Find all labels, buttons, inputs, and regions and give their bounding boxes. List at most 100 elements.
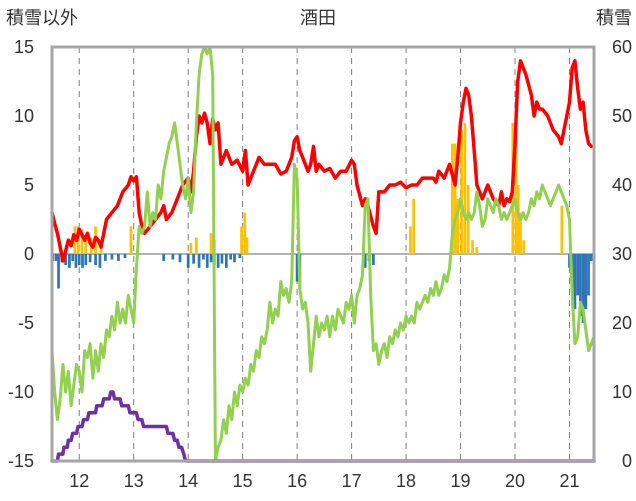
blue_bars-bar — [84, 254, 88, 266]
blue_bars-bar — [573, 254, 577, 310]
temperature-line — [50, 59, 594, 263]
blue_bars-bar — [117, 254, 120, 261]
blue_bars-bar — [57, 254, 60, 289]
blue_bars-bar — [220, 254, 224, 264]
orange_bars-bar — [80, 229, 84, 254]
blue_bars-bar — [162, 254, 166, 261]
orange_bars-bar — [516, 185, 520, 254]
right-tick-label: 30 — [612, 244, 632, 264]
x-tick-label: 21 — [559, 471, 579, 491]
blue_bars-bar — [71, 254, 75, 261]
right-tick-label: 20 — [612, 313, 632, 333]
right-tick-label: 0 — [622, 451, 632, 471]
orange_bars-bar — [453, 143, 457, 254]
left-tick-labels: 15 10 5 0 -5 -10 -15 — [8, 37, 34, 471]
x-tick-label: 18 — [396, 471, 416, 491]
orange_bars-bar — [243, 212, 247, 254]
blue_bars-bar — [216, 254, 220, 268]
blue_bars-bar — [579, 254, 582, 317]
orange_bars-bar — [412, 198, 416, 254]
blue_bars-bar — [197, 254, 201, 268]
left-tick-label: -5 — [18, 313, 34, 333]
right-tick-label: 10 — [612, 382, 632, 402]
right-tick-label: 60 — [612, 37, 632, 57]
left-tick-label: -15 — [8, 451, 34, 471]
x-tick-labels: 12 13 14 15 16 17 18 19 20 21 — [69, 471, 579, 491]
blue_bars-bar — [123, 254, 127, 259]
blue_bars-bar — [54, 254, 58, 261]
orange_bars-bar — [451, 143, 454, 254]
blue_bars-bar — [110, 254, 114, 260]
orange_bars-bar — [463, 122, 467, 255]
blue_bars-bar — [178, 254, 182, 263]
x-tick-label: 19 — [451, 471, 471, 491]
blue_bars-bar — [587, 254, 590, 296]
orange_bars-bar — [194, 237, 198, 254]
plot-frame — [50, 45, 596, 463]
blue_bars-bar — [372, 254, 375, 266]
orange_bars-bar — [189, 242, 193, 254]
blue_bars-bar — [171, 254, 175, 260]
blue_bars-bar — [202, 254, 205, 260]
left-tick-label: 10 — [14, 106, 34, 126]
blue_bars-bar — [68, 254, 71, 268]
blue_bars-bar — [224, 254, 228, 268]
plot-border — [50, 45, 596, 463]
orange_bars-bar — [522, 240, 526, 254]
blue_bars-bar — [94, 254, 97, 266]
blue_bars-bar — [64, 254, 67, 266]
blue_bars-bar — [584, 254, 588, 310]
blue_bars-bar — [88, 254, 92, 263]
orange_bars-bar — [560, 205, 564, 254]
right-tick-label: 40 — [612, 175, 632, 195]
orange_bars-bar — [471, 240, 474, 254]
orange_bars-bar — [245, 237, 249, 254]
chart-title: 酒田 — [300, 8, 336, 29]
x-tick-label: 17 — [342, 471, 362, 491]
orange_bars-bar — [475, 247, 479, 254]
orange_bars-bar — [460, 129, 463, 254]
blue_bars-bar — [229, 254, 233, 260]
orange_bars-bar — [84, 240, 88, 254]
blue_bars-bar — [98, 254, 102, 268]
blue_bars-bar — [233, 254, 236, 263]
blue_bars-bar — [581, 254, 585, 323]
x-tick-label: 20 — [505, 471, 525, 491]
x-tick-label: 16 — [287, 471, 307, 491]
blue_bars-bar — [209, 254, 213, 263]
blue_bars-bar — [104, 254, 107, 261]
orange_bars-bar — [209, 233, 213, 254]
left-tick-label: -10 — [8, 382, 34, 402]
orange_bars-bar — [456, 198, 460, 254]
blue_bars-bar — [74, 254, 78, 268]
orange_bars-bar — [409, 226, 412, 254]
left-tick-label: 0 — [24, 244, 34, 264]
x-tick-label: 15 — [233, 471, 253, 491]
blue_bars-bar — [238, 254, 242, 259]
right-tick-labels: 60 50 40 30 20 10 0 — [612, 37, 632, 471]
precipitation-line — [50, 45, 596, 463]
blue_bars-bar — [205, 254, 209, 268]
orange_bars-bar — [240, 226, 243, 254]
orange_bars-bar — [466, 185, 470, 254]
orange_bars-bar — [129, 226, 133, 254]
blue_bars-bar — [589, 254, 593, 261]
x-tick-label: 14 — [178, 471, 198, 491]
blue_bars-bar — [576, 254, 580, 296]
blue_bars-bar — [81, 254, 84, 268]
line-series — [50, 45, 596, 463]
blue_bars-bar — [192, 254, 195, 264]
left-axis-label: 積雪以外 — [6, 8, 78, 29]
blue_bars-bar — [295, 254, 299, 282]
orange_bars-bar — [519, 212, 522, 254]
blue_bars-bar — [363, 254, 367, 268]
orange_bars-bar — [514, 116, 518, 254]
right-tick-label: 50 — [612, 106, 632, 126]
blue_bars-bar — [186, 254, 190, 268]
right-axis-label: 積雪 — [596, 8, 632, 29]
left-tick-label: 15 — [14, 37, 34, 57]
blue_bars-bar — [77, 254, 81, 266]
x-tick-label: 12 — [69, 471, 89, 491]
left-tick-label: 5 — [24, 175, 34, 195]
